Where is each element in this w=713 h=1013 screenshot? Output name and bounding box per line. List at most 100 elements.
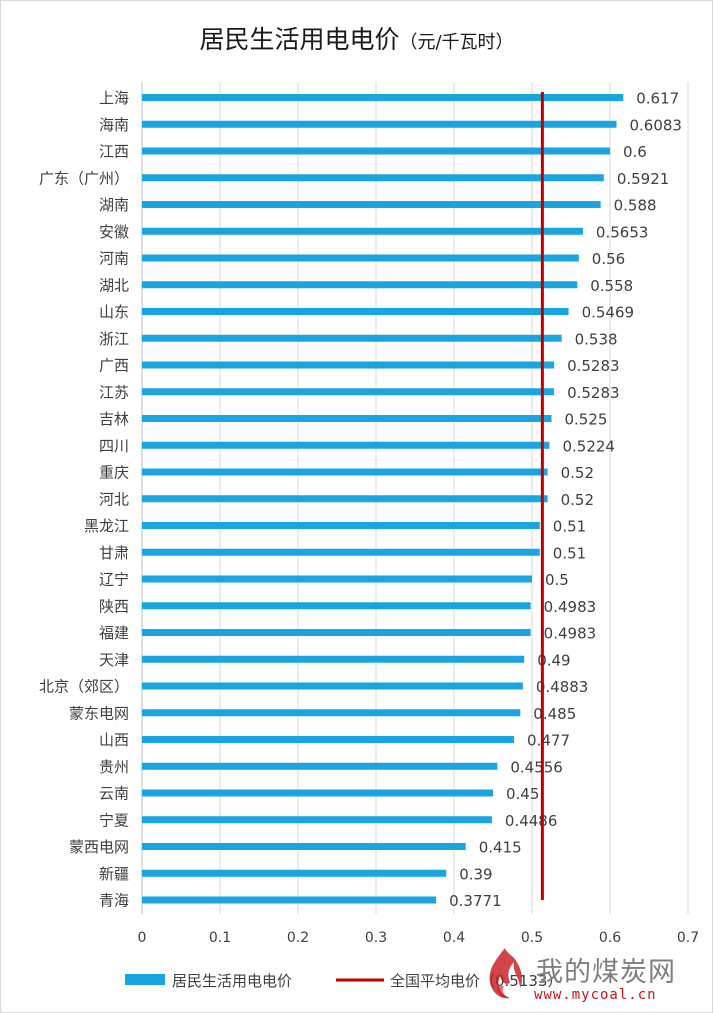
bar — [142, 94, 624, 101]
data-label: 0.45 — [506, 785, 539, 803]
data-label: 0.6083 — [629, 116, 682, 134]
data-label: 0.617 — [636, 90, 679, 108]
category-label: 辽宁 — [99, 571, 129, 589]
data-labels: 0.617 0.6083 0.6 0.5921 0.588 0.5653 0.56 0.558… — [449, 90, 682, 911]
category-label: 北京（郊区） — [39, 678, 129, 696]
bar — [142, 575, 532, 583]
category-label: 蒙东电网 — [69, 704, 129, 722]
category-label: 贵州 — [99, 758, 129, 776]
bar — [142, 281, 578, 289]
data-label: 0.5469 — [582, 304, 635, 322]
data-label: 0.477 — [527, 732, 570, 750]
bar — [142, 522, 540, 529]
bar — [142, 816, 492, 824]
category-label: 宁夏 — [99, 811, 129, 829]
category-label: 广西 — [99, 357, 129, 375]
data-label: 0.588 — [614, 197, 657, 215]
category-label: 新疆 — [99, 865, 129, 883]
legend-bar-swatch — [125, 974, 165, 985]
x-tick-label: 0.4 — [443, 930, 465, 946]
x-tick-label: 0.7 — [677, 930, 699, 946]
data-label: 0.4883 — [536, 678, 589, 696]
bar — [142, 896, 437, 904]
x-tick-label: 0.3 — [365, 930, 387, 946]
category-label: 广东（广州） — [39, 169, 129, 187]
bar — [142, 629, 531, 636]
data-label: 0.52 — [561, 491, 594, 509]
bar — [142, 388, 555, 396]
category-label: 陕西 — [99, 597, 129, 615]
bar — [142, 120, 617, 128]
x-tick-label: 0.2 — [287, 930, 309, 946]
bar — [142, 495, 548, 503]
chart-title-main: 居民生活用电电价 — [199, 25, 400, 54]
flame-logo-outer — [489, 948, 522, 999]
bar — [142, 361, 555, 369]
bar — [142, 843, 466, 850]
category-label: 山东 — [99, 303, 129, 321]
watermark-url: www.mycoal.cn — [534, 987, 657, 1003]
data-label: 0.415 — [479, 839, 522, 857]
data-label: 0.4556 — [510, 758, 563, 776]
data-label: 0.4486 — [505, 812, 557, 830]
bar — [142, 789, 493, 797]
watermark: 我的煤炭网 www.mycoal.cn — [478, 940, 708, 1010]
category-label: 安徽 — [99, 223, 129, 241]
legend: 居民生活用电电价 全国平均电价（0.5133） — [125, 972, 563, 990]
data-label: 0.56 — [592, 250, 625, 268]
category-label: 海南 — [99, 116, 129, 134]
category-label: 天津 — [99, 651, 129, 669]
flame-logo-inner — [497, 986, 508, 998]
bar — [142, 308, 569, 315]
data-label: 0.49 — [537, 651, 570, 669]
data-label: 0.5283 — [567, 384, 620, 402]
bars — [142, 94, 624, 904]
bar — [142, 869, 447, 877]
bar — [142, 227, 583, 235]
bar — [142, 548, 540, 556]
bar — [142, 762, 498, 770]
data-label: 0.5283 — [567, 357, 620, 375]
x-tick-labels: 0 0.1 0.2 0.3 0.4 0.5 0.6 0.7 — [138, 930, 700, 946]
category-label: 四川 — [99, 437, 129, 455]
category-label: 江苏 — [99, 383, 129, 401]
category-label: 青海 — [99, 892, 129, 910]
category-label: 福建 — [99, 624, 129, 642]
bar — [142, 682, 523, 690]
category-label: 黑龙江 — [84, 517, 129, 535]
category-label: 浙江 — [99, 330, 129, 348]
x-tick-label: 0.5 — [521, 930, 543, 946]
data-label: 0.4983 — [544, 625, 597, 643]
category-label: 河南 — [99, 250, 129, 268]
watermark-name: 我的煤炭网 — [536, 957, 676, 988]
data-label: 0.6 — [623, 143, 647, 161]
data-label: 0.52 — [561, 464, 594, 482]
chart-title: 居民生活用电电价（元/千瓦时） — [0, 20, 713, 56]
data-label: 0.5921 — [617, 170, 670, 188]
category-label: 湖南 — [99, 196, 129, 214]
data-label: 0.39 — [459, 865, 492, 883]
data-label: 0.5 — [545, 571, 569, 589]
category-label: 重庆 — [99, 464, 129, 482]
data-label: 0.5224 — [562, 437, 615, 455]
category-label: 蒙西电网 — [69, 838, 129, 856]
x-tick-label: 0.1 — [209, 930, 231, 946]
data-label: 0.4983 — [544, 598, 597, 616]
x-tick-label: 0 — [138, 930, 147, 946]
data-label: 0.51 — [553, 544, 586, 562]
category-label: 山西 — [99, 731, 129, 749]
legend-bar-label: 居民生活用电电价 — [172, 972, 292, 990]
bar — [142, 334, 562, 342]
bar — [142, 147, 610, 155]
category-label: 上海 — [99, 89, 129, 107]
bar — [142, 201, 601, 208]
chart-title-unit: （元/千瓦时） — [399, 32, 514, 53]
bar — [142, 415, 552, 422]
bar — [142, 602, 531, 610]
category-label: 吉林 — [99, 410, 129, 428]
data-label: 0.51 — [553, 518, 586, 536]
category-label: 江西 — [99, 143, 129, 161]
data-label: 0.3771 — [449, 892, 502, 910]
